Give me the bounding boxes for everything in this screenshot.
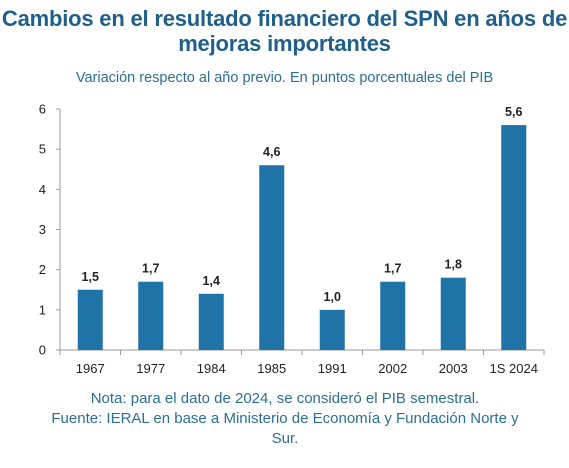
chart-title: Cambios en el resultado financiero del S… bbox=[1, 6, 568, 56]
bar bbox=[380, 281, 406, 350]
x-tick-label: 1967 bbox=[76, 361, 105, 376]
bar-chart: 0 1 2 3 4 5 6 1967 1977 1984 1985 1991 2002 2003 1S 2… bbox=[39, 102, 545, 376]
bar bbox=[440, 277, 466, 350]
bars bbox=[77, 125, 527, 350]
x-tick-label: 1977 bbox=[136, 361, 165, 376]
x-tick-label: 1S 2024 bbox=[490, 361, 538, 376]
y-tick-label: 4 bbox=[39, 182, 46, 197]
y-tick-label: 3 bbox=[39, 222, 46, 237]
y-tick-label: 2 bbox=[39, 262, 46, 277]
data-label: 1,8 bbox=[445, 258, 462, 272]
x-tick-label: 1985 bbox=[257, 361, 286, 376]
bar bbox=[198, 293, 224, 350]
data-label: 1,0 bbox=[324, 290, 341, 304]
data-label: 1,7 bbox=[384, 262, 401, 276]
footer-source: Fuente: IERAL en base a Ministerio de Ec… bbox=[51, 410, 519, 447]
y-tick-label: 6 bbox=[39, 102, 46, 117]
x-tick-label: 1991 bbox=[318, 361, 347, 376]
data-label: 4,6 bbox=[263, 145, 280, 159]
chart-footer: Nota: para el dato de 2024, se consideró… bbox=[40, 389, 530, 449]
bar bbox=[259, 165, 285, 350]
x-tick-label: 2003 bbox=[439, 361, 468, 376]
data-labels: 1,5 1,7 1,4 4,6 1,0 1,7 1,8 5,6 bbox=[82, 105, 523, 304]
chart-subtitle: Variación respecto al año previo. En pun… bbox=[75, 70, 494, 86]
y-tick-label: 5 bbox=[39, 142, 46, 157]
bar bbox=[319, 309, 345, 350]
data-label: 5,6 bbox=[505, 105, 522, 119]
y-axis: 0 1 2 3 4 5 6 bbox=[39, 102, 61, 358]
x-tick-label: 1984 bbox=[197, 361, 226, 376]
footer-note: Nota: para el dato de 2024, se consideró… bbox=[90, 390, 480, 407]
x-tick-label: 2002 bbox=[378, 361, 407, 376]
bar bbox=[138, 281, 164, 350]
data-label: 1,4 bbox=[203, 274, 220, 288]
x-axis: 1967 1977 1984 1985 1991 2002 2003 1S 2024 bbox=[59, 349, 545, 376]
bar bbox=[501, 125, 527, 350]
data-label: 1,5 bbox=[82, 270, 99, 284]
data-label: 1,7 bbox=[142, 262, 159, 276]
y-tick-label: 0 bbox=[39, 343, 46, 358]
bar bbox=[77, 289, 103, 350]
y-tick-label: 1 bbox=[39, 302, 46, 317]
